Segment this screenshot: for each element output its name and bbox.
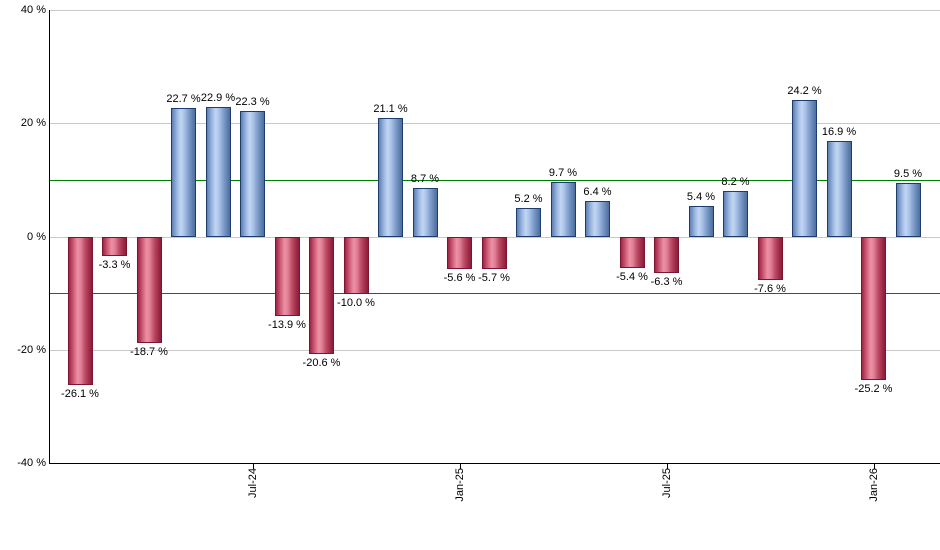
bar-value-label: 8.7 % — [410, 172, 440, 185]
bar-11 — [412, 187, 438, 237]
bar-2 — [102, 236, 127, 256]
gridline-20 — [50, 123, 940, 125]
bar-20 — [723, 190, 748, 237]
bar-value-label: 22.7 % — [166, 92, 201, 105]
bar-14 — [516, 207, 541, 237]
x-axis-tick-label: Jul-24 — [246, 468, 259, 498]
x-axis-tick-label: Jan-26 — [867, 468, 880, 502]
bar-22 — [792, 99, 817, 237]
bar-value-label: -26.1 % — [61, 387, 99, 400]
bar-6 — [240, 110, 265, 237]
bar-18 — [654, 236, 679, 273]
bar-25 — [895, 182, 921, 237]
bar-value-label: -5.7 % — [478, 271, 510, 284]
bar-value-label: 22.3 % — [235, 95, 270, 108]
bar-15 — [550, 181, 576, 237]
y-axis-tick-label: 40 % — [20, 4, 46, 16]
reference-line--10 — [50, 293, 940, 295]
plot-area: -26.1 % -3.3 % -18.7 % 22.7 % 22.9 % 22.3 % -1… — [49, 10, 940, 464]
bar-5 — [205, 106, 231, 237]
x-axis-tick — [873, 464, 875, 469]
bar-value-label: -25.2 % — [854, 382, 893, 395]
bar-value-label: -18.7 % — [130, 345, 168, 358]
bar-12 — [447, 236, 472, 269]
bar-value-label: 22.9 % — [200, 91, 236, 104]
bar-value-label: 8.2 % — [721, 175, 750, 188]
bar-9 — [343, 236, 369, 294]
bar-17 — [619, 236, 645, 268]
gridline-40 — [50, 10, 940, 11]
bar-16 — [585, 200, 610, 237]
bar-value-label: -6.3 % — [650, 275, 683, 288]
bar-value-label: -7.6 % — [754, 282, 786, 295]
y-axis-tick-label: -40 % — [17, 457, 46, 469]
x-axis-tick — [666, 464, 668, 469]
bar-1 — [67, 236, 93, 385]
bar-21 — [757, 236, 783, 280]
y-axis-tick-label: 0 % — [27, 230, 46, 243]
bar-value-label: -10.0 % — [337, 296, 375, 309]
bar-24 — [861, 236, 886, 380]
y-axis-tick-label: 20 % — [20, 117, 46, 130]
y-axis-tick-label: -20 % — [17, 343, 46, 356]
bar-value-label: -13.9 % — [268, 318, 306, 331]
bar-value-label: 24.2 % — [787, 84, 822, 97]
bar-value-label: -20.6 % — [302, 356, 341, 369]
bar-value-label: -5.4 % — [616, 270, 648, 283]
bar-7 — [274, 236, 300, 316]
reference-line-10 — [50, 179, 940, 181]
bar-value-label: -3.3 % — [98, 258, 131, 271]
bar-8 — [309, 236, 334, 354]
bar-10 — [378, 117, 403, 237]
bar-19 — [688, 205, 714, 237]
bar-3 — [136, 236, 162, 343]
x-axis-tick-label: Jan-25 — [453, 468, 466, 502]
bar-value-label: 5.2 % — [514, 192, 543, 205]
bar-value-label: 16.9 % — [821, 125, 857, 138]
gridline--20 — [50, 349, 940, 351]
x-axis-tick — [252, 464, 254, 469]
x-axis-tick-label: Jul-25 — [660, 468, 673, 498]
bar-23 — [826, 140, 852, 237]
bar-13 — [481, 236, 507, 269]
bar-value-label: 6.4 % — [583, 185, 612, 198]
bar-value-label: 5.4 % — [686, 190, 716, 203]
bar-value-label: 9.7 % — [548, 166, 578, 179]
bar-value-label: 9.5 % — [893, 167, 923, 180]
bar-value-label: -5.6 % — [443, 271, 476, 284]
bar-value-label: 21.1 % — [373, 102, 408, 115]
bar-4 — [171, 107, 196, 237]
x-axis-tick — [459, 464, 461, 469]
